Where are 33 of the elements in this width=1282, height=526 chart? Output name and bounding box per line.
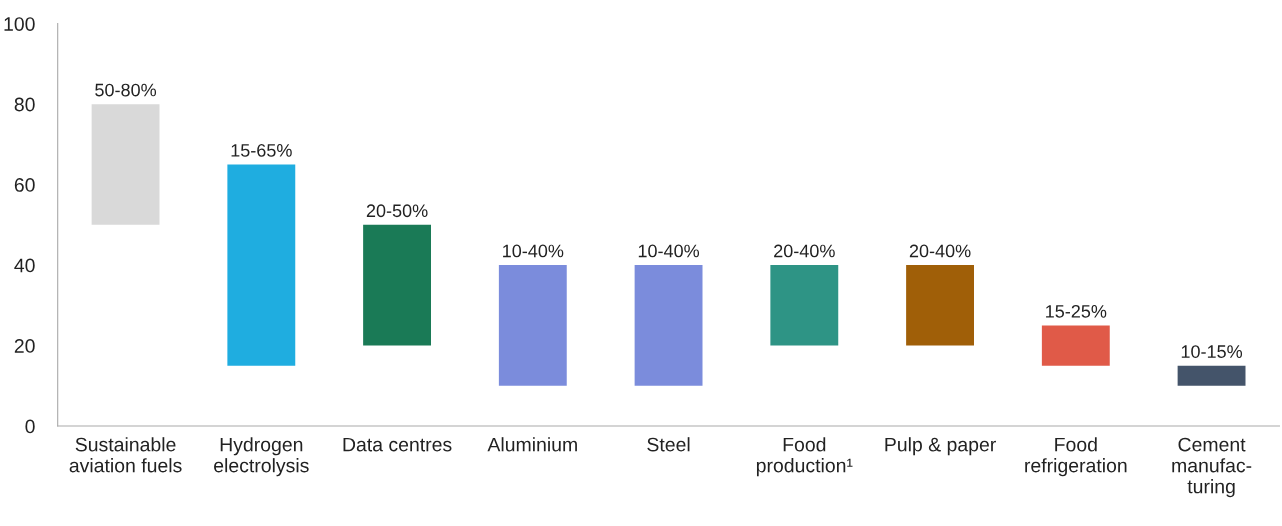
x-tick-label: Data centres xyxy=(343,437,452,452)
annotation: 15-25% xyxy=(1046,304,1107,318)
bar xyxy=(770,265,839,346)
y-tick-label: 80 xyxy=(14,97,35,112)
bar xyxy=(906,265,974,346)
bar xyxy=(227,164,296,366)
annotation: 20-40% xyxy=(909,244,971,258)
y-tick-label: 100 xyxy=(4,17,35,31)
annotation: 10-40% xyxy=(638,244,700,258)
y-tick-label: 20 xyxy=(14,339,35,353)
bar xyxy=(1177,365,1246,386)
annotation: 50-80% xyxy=(95,83,157,97)
annotation: 20-40% xyxy=(774,244,835,258)
bar xyxy=(91,104,160,225)
bar xyxy=(363,224,431,346)
x-tick-label: Cement manufac- turing xyxy=(1172,437,1252,498)
x-tick-label: Food refrigeration xyxy=(1025,437,1127,477)
bar xyxy=(498,265,567,386)
x-tick-label: Sustainable aviation fuels xyxy=(69,437,182,473)
annotation: 10-15% xyxy=(1181,345,1243,358)
annotation: 15-65% xyxy=(231,143,292,157)
x-tick-label: Hydrogen electrolysis xyxy=(214,437,309,477)
annotation: 10-40% xyxy=(503,244,564,258)
y-tick-label: 60 xyxy=(14,178,35,192)
y-tick-label: 0 xyxy=(25,419,35,434)
bar xyxy=(634,265,703,386)
x-tick-label: Food production¹ xyxy=(756,437,853,477)
y-tick-label: 40 xyxy=(14,258,35,273)
x-tick-label: Pulp & paper xyxy=(885,437,996,456)
bar xyxy=(1041,325,1110,366)
x-tick-label: Aluminium xyxy=(487,437,577,452)
x-tick-label: Steel xyxy=(647,437,690,452)
annotation: 20-50% xyxy=(366,204,428,218)
